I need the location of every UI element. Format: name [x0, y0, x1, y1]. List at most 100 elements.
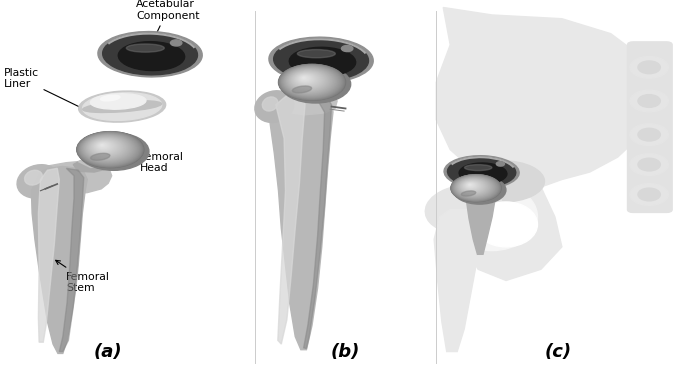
Circle shape	[288, 70, 329, 92]
Ellipse shape	[269, 37, 373, 83]
Circle shape	[78, 132, 141, 166]
Circle shape	[461, 180, 484, 192]
Circle shape	[469, 184, 471, 186]
Circle shape	[299, 75, 311, 82]
Circle shape	[92, 140, 117, 154]
Circle shape	[280, 65, 343, 99]
Circle shape	[456, 177, 493, 197]
Circle shape	[93, 140, 117, 153]
Circle shape	[83, 135, 133, 162]
Circle shape	[452, 175, 500, 201]
Ellipse shape	[91, 153, 110, 160]
Circle shape	[291, 71, 324, 89]
Ellipse shape	[289, 47, 356, 76]
Circle shape	[93, 140, 117, 153]
Circle shape	[292, 71, 323, 89]
Circle shape	[302, 77, 307, 80]
Circle shape	[88, 138, 125, 157]
Circle shape	[466, 183, 477, 189]
Circle shape	[89, 138, 123, 156]
Ellipse shape	[274, 39, 369, 80]
Circle shape	[285, 68, 334, 94]
Circle shape	[459, 179, 487, 194]
Circle shape	[286, 68, 333, 94]
Circle shape	[91, 140, 120, 155]
Circle shape	[82, 134, 136, 163]
Circle shape	[464, 182, 480, 190]
Circle shape	[299, 75, 312, 82]
Circle shape	[301, 76, 309, 81]
Circle shape	[295, 73, 320, 86]
Circle shape	[463, 181, 482, 191]
Circle shape	[297, 74, 314, 83]
Polygon shape	[464, 186, 492, 198]
Circle shape	[456, 178, 491, 196]
Circle shape	[290, 70, 327, 91]
Circle shape	[89, 138, 124, 157]
Circle shape	[281, 65, 342, 98]
Circle shape	[457, 178, 490, 196]
Circle shape	[279, 65, 344, 99]
Circle shape	[454, 176, 496, 199]
Circle shape	[279, 64, 346, 100]
Polygon shape	[462, 185, 496, 254]
Circle shape	[285, 68, 334, 94]
Circle shape	[100, 144, 105, 147]
Circle shape	[80, 134, 138, 164]
Circle shape	[457, 178, 491, 196]
Circle shape	[284, 67, 336, 95]
Circle shape	[458, 178, 490, 196]
Circle shape	[341, 46, 353, 52]
Ellipse shape	[630, 124, 669, 145]
Circle shape	[80, 133, 140, 165]
Circle shape	[91, 139, 120, 155]
Ellipse shape	[79, 91, 165, 122]
Circle shape	[84, 136, 131, 160]
Circle shape	[99, 144, 107, 148]
Circle shape	[84, 135, 133, 162]
Ellipse shape	[98, 31, 202, 77]
Circle shape	[96, 142, 111, 150]
Ellipse shape	[24, 170, 43, 185]
Circle shape	[299, 76, 311, 82]
Circle shape	[97, 142, 110, 150]
Circle shape	[293, 72, 321, 87]
Ellipse shape	[638, 61, 660, 74]
Circle shape	[84, 135, 132, 161]
Circle shape	[463, 181, 480, 190]
Ellipse shape	[475, 202, 537, 247]
Ellipse shape	[447, 183, 537, 251]
Polygon shape	[31, 166, 87, 353]
Circle shape	[90, 139, 121, 156]
Circle shape	[85, 136, 130, 160]
Circle shape	[453, 176, 498, 200]
Ellipse shape	[103, 34, 198, 75]
Circle shape	[87, 137, 128, 159]
Circle shape	[456, 178, 492, 197]
Circle shape	[98, 143, 107, 148]
Ellipse shape	[444, 156, 519, 188]
Circle shape	[82, 134, 135, 163]
Circle shape	[451, 175, 500, 201]
Circle shape	[464, 182, 479, 190]
Circle shape	[283, 67, 339, 96]
Polygon shape	[304, 91, 332, 349]
Circle shape	[96, 142, 111, 150]
Circle shape	[467, 183, 475, 187]
Ellipse shape	[101, 95, 120, 101]
Circle shape	[293, 72, 321, 87]
Circle shape	[91, 139, 121, 155]
Circle shape	[85, 136, 131, 160]
Circle shape	[299, 76, 311, 82]
Circle shape	[454, 177, 496, 199]
Circle shape	[281, 66, 341, 98]
Circle shape	[100, 144, 105, 147]
Circle shape	[460, 180, 487, 194]
Circle shape	[301, 76, 308, 80]
Circle shape	[89, 138, 122, 156]
Circle shape	[81, 134, 137, 164]
Circle shape	[459, 179, 488, 194]
Circle shape	[282, 66, 340, 97]
Circle shape	[303, 77, 305, 79]
Circle shape	[300, 76, 310, 81]
